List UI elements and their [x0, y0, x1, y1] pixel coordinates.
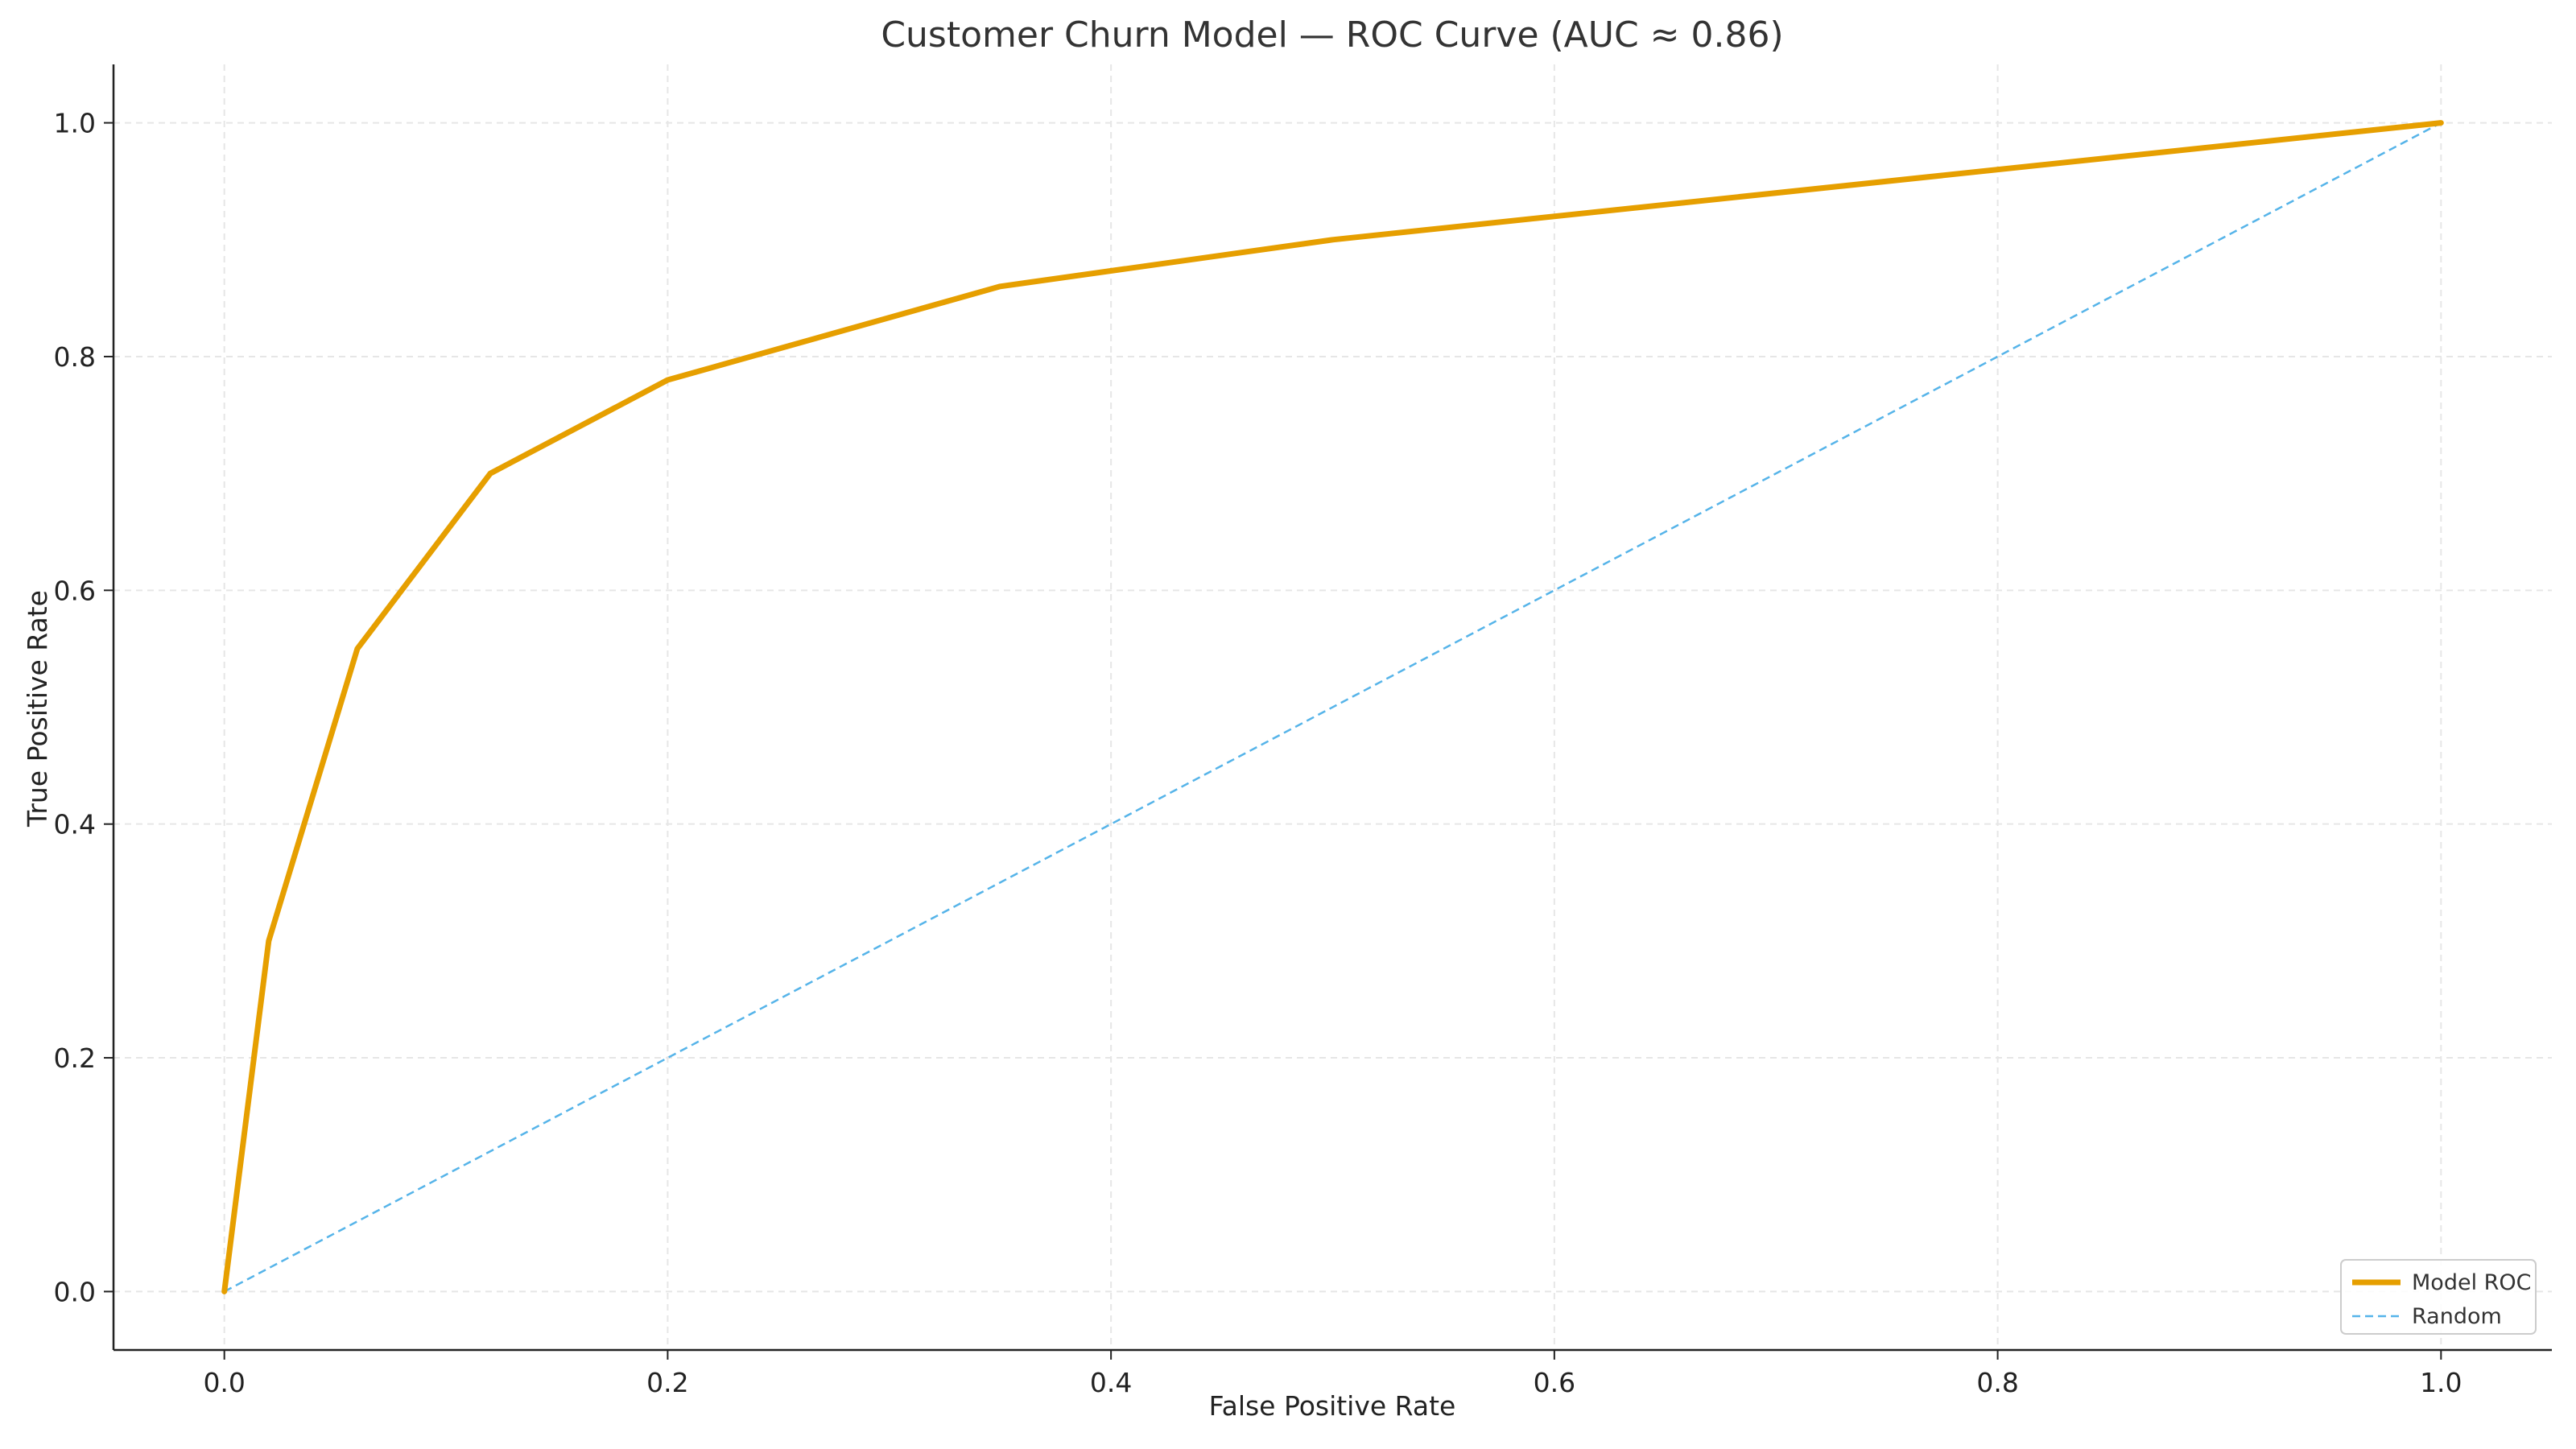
- y-tick-label: 0.6: [54, 575, 96, 606]
- y-tick-label: 0.0: [54, 1276, 96, 1307]
- plot-area: [221, 120, 2444, 1294]
- x-tick-label: 0.2: [646, 1367, 688, 1398]
- x-axis-label: False Positive Rate: [1209, 1390, 1456, 1422]
- y-tick-label: 0.4: [54, 809, 96, 840]
- legend-label: Random: [2412, 1304, 2502, 1329]
- ticks: 0.0 0.2 0.4 0.6 0.8 1.0 0.0 0.2 0.4 0.6 0.8 1.0: [54, 108, 2462, 1398]
- x-tick-label: 0.6: [1534, 1367, 1575, 1398]
- x-tick-label: 0.4: [1090, 1367, 1132, 1398]
- axes: [112, 64, 2552, 1352]
- series-line-model-roc: [221, 120, 2444, 1294]
- x-tick-label: 1.0: [2420, 1367, 2462, 1398]
- grid: [114, 64, 2552, 1350]
- x-tick-label: 0.8: [1976, 1367, 2018, 1398]
- y-axis-label: True Positive Rate: [22, 590, 53, 828]
- y-tick-label: 0.8: [54, 341, 96, 373]
- y-tick-label: 0.2: [54, 1042, 96, 1074]
- chart-title: Customer Churn Model — ROC Curve (AUC ≈ …: [881, 14, 1783, 56]
- series-line-random: [224, 122, 2442, 1293]
- legend-label: Model ROC: [2412, 1270, 2532, 1295]
- y-tick-label: 1.0: [54, 108, 96, 139]
- legend: Model ROC Random: [2340, 1259, 2537, 1335]
- x-tick-label: 0.0: [203, 1367, 245, 1398]
- legend-box: [2340, 1259, 2537, 1335]
